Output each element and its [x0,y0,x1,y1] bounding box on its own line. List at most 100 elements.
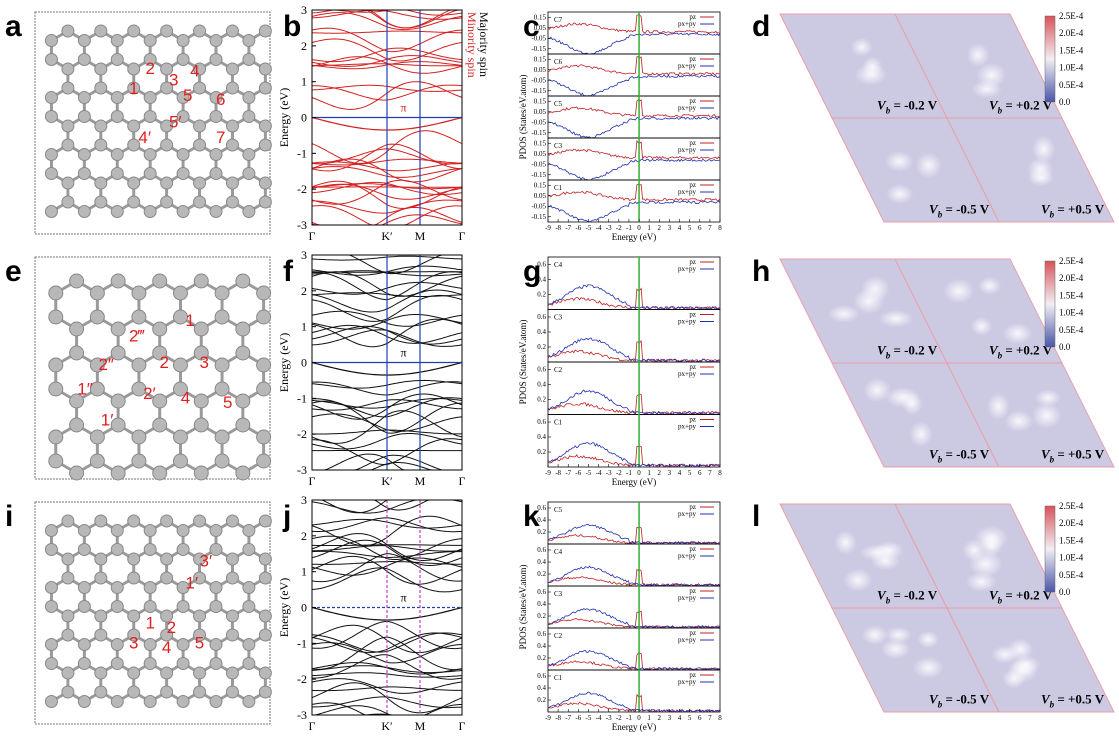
x-tick-label: Γ [309,229,316,243]
atom [243,525,255,537]
atom [215,358,229,372]
y-tick-label: -0.05 [531,76,546,84]
y-tick-label: 0.15 [534,13,547,21]
atom [128,515,140,527]
y-tick-label: 0.05 [534,150,547,158]
atom [257,454,271,468]
atom [173,430,187,444]
atom [78,35,90,47]
y-tick-label: -2 [297,182,307,196]
pdos-curve [548,75,720,96]
atom [62,63,74,75]
atom [144,658,156,670]
atom [226,177,238,189]
panel-label: j [282,500,291,533]
legend-entry: px+py [678,636,696,644]
atom [111,601,123,613]
atom [45,544,57,556]
atom [259,25,271,37]
atom [45,696,57,708]
stm-bright-spot [1035,389,1061,406]
y-tick-label: 2 [301,529,307,543]
atom-label: 2 [160,353,169,372]
atom-label: 1″ [77,380,92,399]
atom [161,686,173,698]
atom [144,111,156,123]
atom [194,418,208,432]
band-annotation: π [400,591,406,605]
atom-label: 3 [169,70,178,89]
atom [161,515,173,527]
y-tick-label: -0.05 [531,160,546,168]
atom [95,553,107,565]
row-label: C5 [554,100,563,108]
atom [236,322,250,336]
atom-label: 2‴ [129,326,144,345]
atom-label: 2′ [143,384,156,403]
atom [210,111,222,123]
atom [226,686,238,698]
legend-entry: px+py [678,552,696,560]
x-tick-label: K′ [381,719,393,733]
atom [215,454,229,468]
x-tick-label: 4 [678,469,682,477]
y-tick-label: 0.2 [537,396,546,404]
atom [161,139,173,151]
atom [144,525,156,537]
y-tick-label: -0.15 [531,129,546,137]
atom [128,572,140,584]
x-tick-label: -9 [545,469,551,477]
row-label: C3 [554,142,563,150]
atom [95,120,107,132]
atom [236,394,250,408]
legend-entry: px+py [678,188,696,196]
atom [259,177,271,189]
atom [243,54,255,66]
atom [257,382,271,396]
y-tick-label: 0.4 [537,600,546,608]
x-tick-label: -6 [575,224,581,232]
pdos-curve [548,443,720,468]
atom [259,686,271,698]
y-tick-label: 0.6 [537,366,546,374]
x-tick-label: 0 [637,224,641,232]
y-tick-label: -2 [297,672,307,686]
pdos-curve [548,33,720,54]
row-label: C5 [554,506,563,514]
stm-bright-spot [913,657,944,679]
colorbar-label: 1.0E-4 [1059,553,1084,563]
row-label: C1 [554,674,563,682]
atom [210,54,222,66]
atom [70,346,84,360]
y-tick-label: 0.4 [537,558,546,566]
y-tick-label: 3 [301,248,307,262]
atom [257,358,271,372]
y-tick-label: 0.2 [537,343,546,351]
colorbar-label: 2.5E-4 [1059,11,1084,21]
y-tick-label: -3 [297,218,307,232]
atom [243,639,255,651]
y-tick-label: 3 [301,493,307,507]
stm-bright-spot [971,317,993,336]
atom [45,35,57,47]
atom [45,168,57,180]
atom [128,177,140,189]
atom [95,667,107,679]
colorbar-label: 0.0 [1059,342,1071,352]
atom [259,63,271,75]
atom-label: 6 [216,90,225,109]
stm-bright-spot [967,43,990,67]
atom [95,572,107,584]
x-tick-label: -4 [596,224,602,232]
x-tick-label: -3 [606,714,612,722]
x-tick-label: M [415,719,426,733]
stm-bright-spot [963,539,987,561]
atom-label: 5 [223,393,232,412]
atom [78,696,90,708]
colorbar-label: 1.0E-4 [1059,63,1084,73]
x-tick-label: Γ [459,719,466,733]
x-axis-label: Energy (eV) [612,477,657,487]
atom-label: 2″ [98,355,113,374]
x-tick-label: -9 [545,224,551,232]
legend-entry: px+py [678,678,696,686]
